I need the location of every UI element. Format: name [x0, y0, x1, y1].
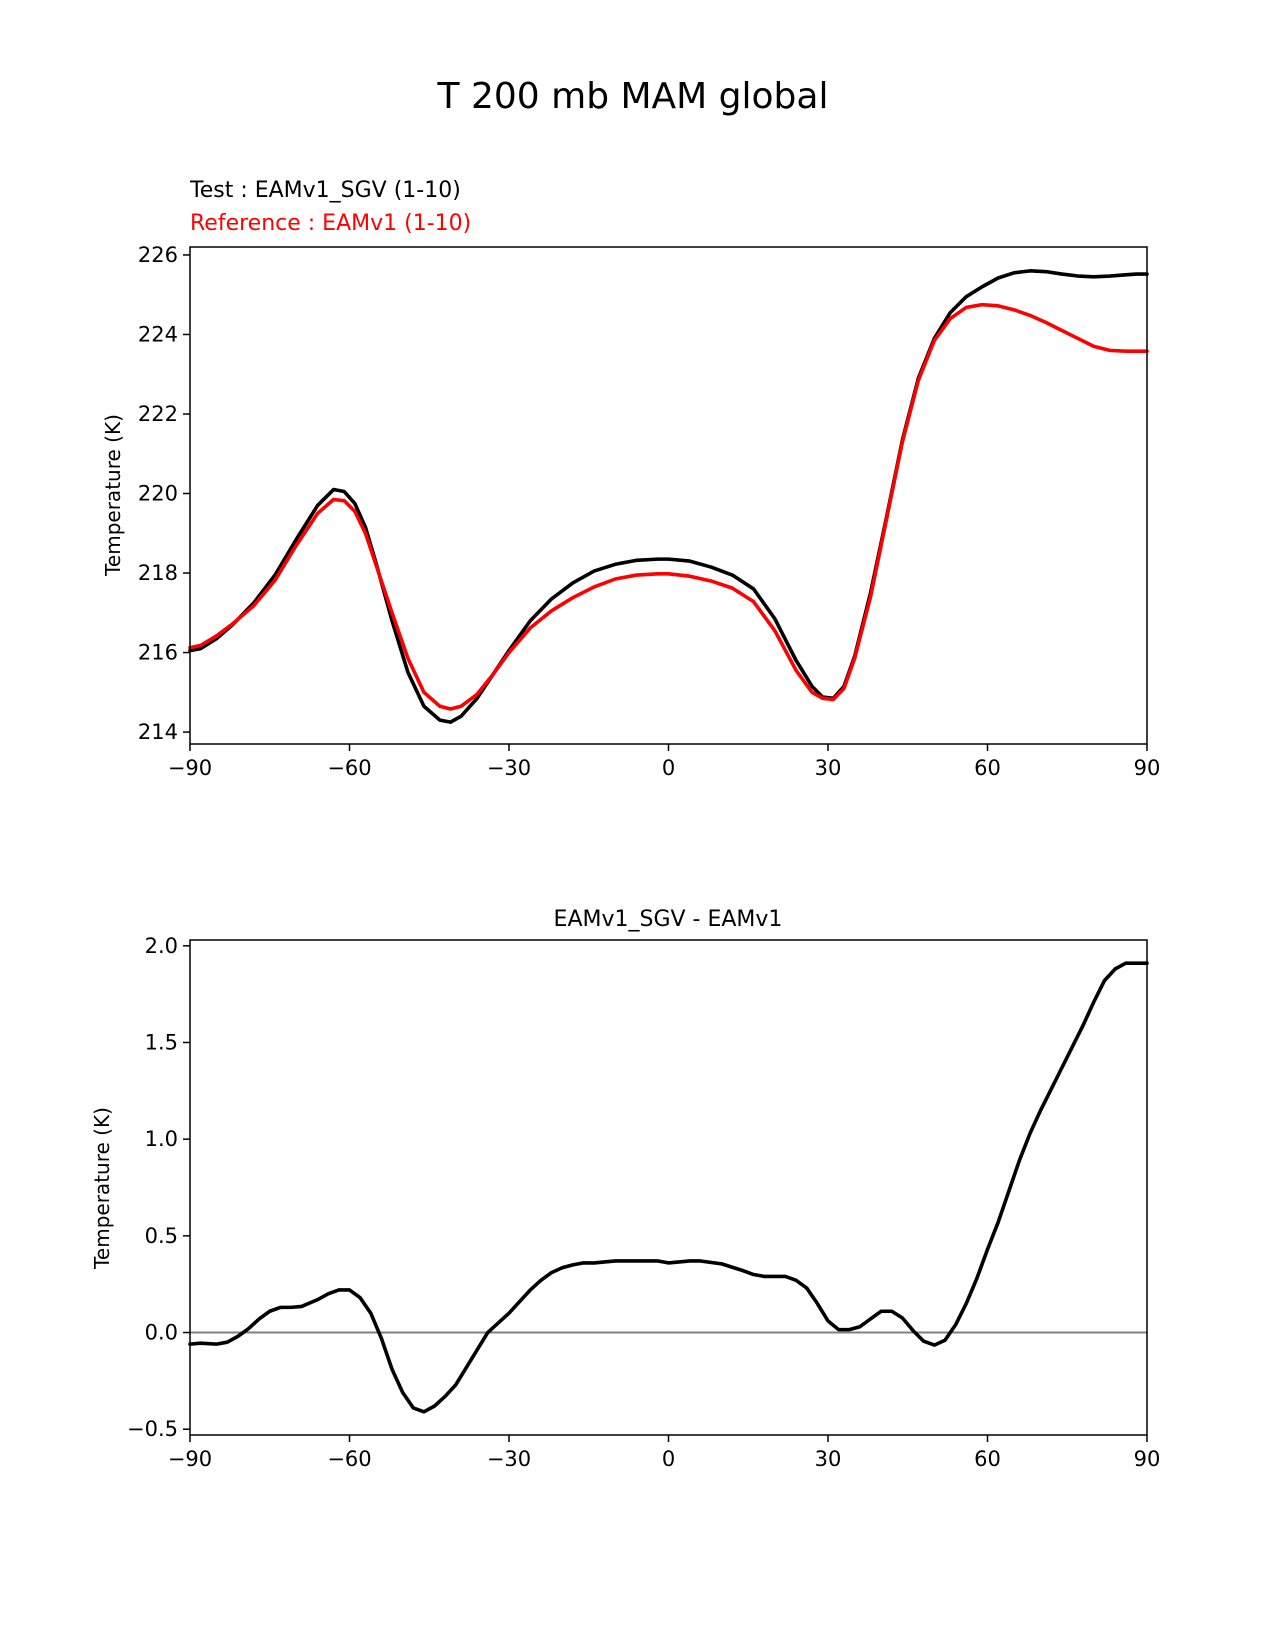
- x-tick-label: −90: [168, 1447, 212, 1471]
- y-tick-label: 220: [138, 482, 178, 506]
- y-tick-label: 216: [138, 641, 178, 665]
- temperature-panel: Test : EAMv1_SGV (1-10) Reference : EAMv…: [101, 178, 1160, 780]
- x-tick-label: 0: [662, 1447, 675, 1471]
- figure-title: T 200 mb MAM global: [437, 76, 829, 117]
- difference-title: EAMv1_SGV - EAMv1: [554, 907, 783, 932]
- x-tick-label: 60: [974, 1447, 1001, 1471]
- x-tick-label: −60: [327, 1447, 371, 1471]
- x-tick-label: 90: [1134, 756, 1161, 780]
- y-axis-label: Temperature (K): [90, 1107, 114, 1270]
- y-tick-label: 0.0: [145, 1321, 178, 1345]
- temperature-series-group: [188, 269, 1149, 724]
- x-tick-label: −60: [327, 756, 371, 780]
- x-axis-ticks: −90 −60 −30 0 30 60 90: [168, 1435, 1161, 1471]
- y-tick-label: 226: [138, 243, 178, 267]
- y-axis-label: Temperature (K): [101, 414, 125, 577]
- x-tick-label: 60: [974, 756, 1001, 780]
- y-tick-label: 2.0: [145, 934, 178, 958]
- x-tick-label: −30: [487, 1447, 531, 1471]
- x-tick-label: 30: [815, 1447, 842, 1471]
- x-tick-label: −90: [168, 756, 212, 780]
- difference-series-group: [188, 961, 1149, 1414]
- series-line-0: [188, 961, 1149, 1414]
- x-tick-label: 90: [1134, 1447, 1161, 1471]
- y-axis-ticks: 214 216 218 220 222 224 226: [138, 243, 190, 744]
- test-label: Test : EAMv1_SGV (1-10): [189, 178, 461, 203]
- y-tick-label: 222: [138, 402, 178, 426]
- x-tick-label: 30: [815, 756, 842, 780]
- reference-label: Reference : EAMv1 (1-10): [190, 211, 471, 236]
- y-tick-label: 214: [138, 720, 178, 744]
- y-tick-label: 1.5: [145, 1030, 178, 1054]
- series-line-1: [188, 302, 1149, 711]
- y-tick-label: 1.0: [145, 1127, 178, 1151]
- x-tick-label: −30: [487, 756, 531, 780]
- y-tick-label: 218: [138, 561, 178, 585]
- y-axis-ticks: −0.5 0.0 0.5 1.0 1.5 2.0: [127, 934, 190, 1441]
- plot-area-frame: [189, 939, 1148, 1436]
- y-tick-label: 0.5: [145, 1224, 178, 1248]
- series-line-0: [188, 269, 1149, 724]
- y-tick-label: 224: [138, 322, 178, 346]
- y-tick-label: −0.5: [127, 1417, 178, 1441]
- difference-panel: EAMv1_SGV - EAMv1 −90 −60 −30 0 30 60 90 −0.5 0…: [90, 907, 1160, 1471]
- x-tick-label: 0: [662, 756, 675, 780]
- plot-area-frame: [189, 246, 1148, 745]
- x-axis-ticks: −90 −60 −30 0 30 60 90: [168, 744, 1161, 780]
